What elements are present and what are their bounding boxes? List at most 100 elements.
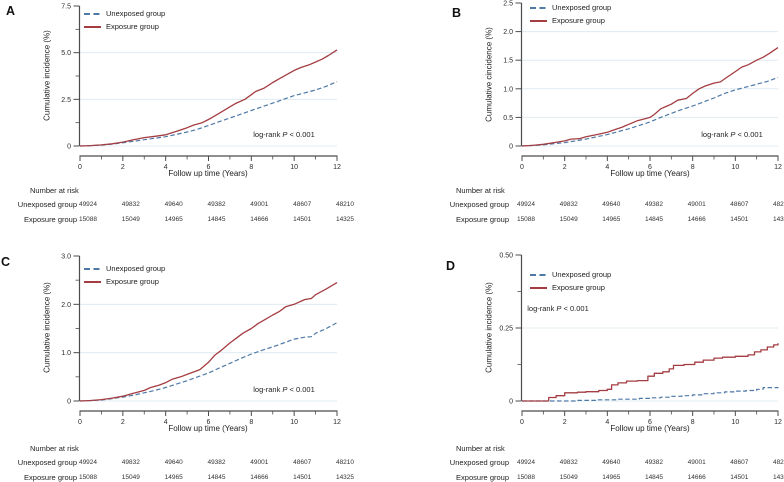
x-tick-label: 6 bbox=[648, 419, 652, 426]
risk-value: 49924 bbox=[78, 459, 98, 466]
y-axis-title: Cumulative incidence (%) bbox=[42, 282, 52, 373]
annotation-p: P bbox=[282, 130, 288, 139]
x-tick-label: 6 bbox=[207, 164, 211, 171]
annotation-prefix: log-rank bbox=[253, 385, 283, 394]
risk-value: 14501 bbox=[730, 474, 749, 481]
risk-value: 49640 bbox=[164, 201, 183, 208]
legend-item-unexposed: Unexposed group bbox=[84, 262, 165, 275]
risk-value: 48607 bbox=[293, 459, 312, 466]
risk-values-exposure: 15088 15049 14965 14845 14666 14501 14325 bbox=[0, 216, 392, 228]
risk-value: 14501 bbox=[730, 216, 749, 223]
risk-value: 15088 bbox=[516, 216, 536, 223]
risk-row-label-unexposed: Unexposed group bbox=[17, 200, 77, 209]
risk-row-label-unexposed: Unexposed group bbox=[17, 458, 77, 467]
x-tick-label: 8 bbox=[691, 164, 695, 171]
legend-label: Unexposed group bbox=[106, 264, 166, 273]
risk-value: 14666 bbox=[250, 216, 269, 223]
risk-value: 49382 bbox=[644, 201, 664, 208]
y-tick-label: 2.5 bbox=[503, 1, 513, 8]
y-axis-title: Cumulative incidence (%) bbox=[484, 282, 494, 373]
x-tick-label: 2 bbox=[563, 419, 567, 426]
x-tick-label: 12 bbox=[774, 419, 782, 426]
x-tick-label: 10 bbox=[731, 164, 739, 171]
annotation-suffix: < 0.001 bbox=[287, 130, 315, 139]
risk-value: 14325 bbox=[335, 474, 355, 481]
risk-value: 15088 bbox=[78, 216, 98, 223]
logrank-annotation: log-rank P < 0.001 bbox=[229, 130, 339, 139]
risk-value: 15088 bbox=[516, 474, 536, 481]
risk-table-title: Number at risk bbox=[30, 186, 79, 195]
risk-value: 48210 bbox=[772, 459, 784, 466]
legend: Unexposed group Exposure group bbox=[530, 1, 611, 27]
risk-value: 14965 bbox=[164, 474, 183, 481]
annotation-p: P bbox=[730, 130, 736, 139]
risk-value: 48210 bbox=[772, 201, 784, 208]
x-tick-label: 8 bbox=[249, 164, 253, 171]
exposure-solid-line-swatch bbox=[84, 25, 101, 28]
risk-values-unexposed: 49924 49832 49640 49382 49001 48607 48210 bbox=[0, 201, 392, 213]
risk-value: 15049 bbox=[121, 474, 140, 481]
risk-value: 49382 bbox=[644, 459, 664, 466]
x-tick-label: 10 bbox=[290, 164, 298, 171]
x-tick-label: 0 bbox=[78, 419, 82, 426]
annotation-prefix: log-rank bbox=[527, 304, 557, 313]
risk-value: 49001 bbox=[687, 459, 706, 466]
chart-b-svg: 0 0.5 1.0 1.5 2.0 2.5 0 2 4 6 8 10 12 bbox=[503, 1, 782, 172]
risk-values-exposure: 15088 15049 14965 14845 14666 14501 14325 bbox=[392, 474, 784, 482]
risk-value: 48607 bbox=[293, 201, 312, 208]
risk-value: 49924 bbox=[516, 201, 536, 208]
x-tick-label: 4 bbox=[164, 164, 168, 171]
x-tick-label: 10 bbox=[731, 419, 739, 426]
y-tick-label: 0 bbox=[509, 399, 513, 406]
legend-label: Exposure group bbox=[106, 22, 159, 31]
risk-row-label-exposure: Exposure group bbox=[24, 215, 77, 224]
panel-d-letter: D bbox=[446, 259, 456, 273]
risk-value: 14845 bbox=[207, 216, 226, 223]
chart-a-svg: 0 2.5 5.0 7.5 0 2 4 6 8 10 12 bbox=[61, 4, 341, 172]
panel-d: 0 0.25 0.50 0 2 4 6 8 10 12 D Cumulative incidenc… bbox=[392, 241, 784, 482]
unexposed-dashed-line-swatch bbox=[84, 12, 101, 15]
panel-b: 0 0.5 1.0 1.5 2.0 2.5 0 2 4 6 8 10 12 B Cumulative c… bbox=[392, 0, 784, 241]
risk-row-label-exposure: Exposure group bbox=[24, 473, 77, 482]
risk-value: 49382 bbox=[207, 459, 226, 466]
unexposed-dashed-line-swatch bbox=[84, 267, 101, 270]
legend-item-unexposed: Unexposed group bbox=[84, 7, 165, 20]
y-tick-label: 2.5 bbox=[61, 97, 71, 104]
risk-table-title: Number at risk bbox=[456, 186, 505, 195]
annotation-prefix: log-rank bbox=[253, 130, 283, 139]
annotation-suffix: < 0.001 bbox=[561, 304, 589, 313]
risk-row-label-exposure: Exposure group bbox=[456, 473, 509, 482]
x-tick-label: 4 bbox=[164, 419, 168, 426]
panel-c-letter: C bbox=[1, 255, 11, 269]
x-tick-label: 6 bbox=[648, 164, 652, 171]
risk-values-unexposed: 49924 49832 49640 49382 49001 48607 48210 bbox=[392, 459, 784, 471]
risk-value: 14325 bbox=[772, 474, 784, 481]
risk-value: 14325 bbox=[772, 216, 784, 223]
y-tick-label: 7.5 bbox=[61, 4, 71, 11]
annotation-prefix: log-rank bbox=[701, 130, 731, 139]
unexposed-dashed-line-swatch bbox=[530, 273, 547, 276]
risk-value: 14965 bbox=[602, 474, 621, 481]
y-tick-label: 1.5 bbox=[503, 58, 513, 65]
risk-value: 14325 bbox=[335, 216, 355, 223]
x-axis-title: Follow up time (Years) bbox=[610, 424, 690, 433]
risk-value: 14845 bbox=[644, 216, 664, 223]
legend-label: Unexposed group bbox=[106, 9, 166, 18]
risk-value: 49001 bbox=[687, 201, 706, 208]
unexposed-curve bbox=[79, 81, 338, 147]
legend-item-exposure: Exposure group bbox=[84, 275, 165, 288]
annotation-p: P bbox=[556, 304, 562, 313]
risk-value: 49832 bbox=[121, 459, 140, 466]
risk-value: 48210 bbox=[335, 459, 355, 466]
legend-item-exposure: Exposure group bbox=[530, 14, 611, 27]
x-tick-label: 6 bbox=[207, 419, 211, 426]
risk-value: 49640 bbox=[602, 459, 621, 466]
risk-value: 49924 bbox=[78, 201, 98, 208]
risk-value: 15088 bbox=[78, 474, 98, 481]
logrank-annotation: log-rank P < 0.001 bbox=[677, 130, 784, 139]
risk-value: 14501 bbox=[293, 474, 312, 481]
annotation-suffix: < 0.001 bbox=[287, 385, 315, 394]
risk-value: 49832 bbox=[121, 201, 140, 208]
legend-label: Exposure group bbox=[552, 16, 605, 25]
x-tick-label: 2 bbox=[121, 164, 125, 171]
